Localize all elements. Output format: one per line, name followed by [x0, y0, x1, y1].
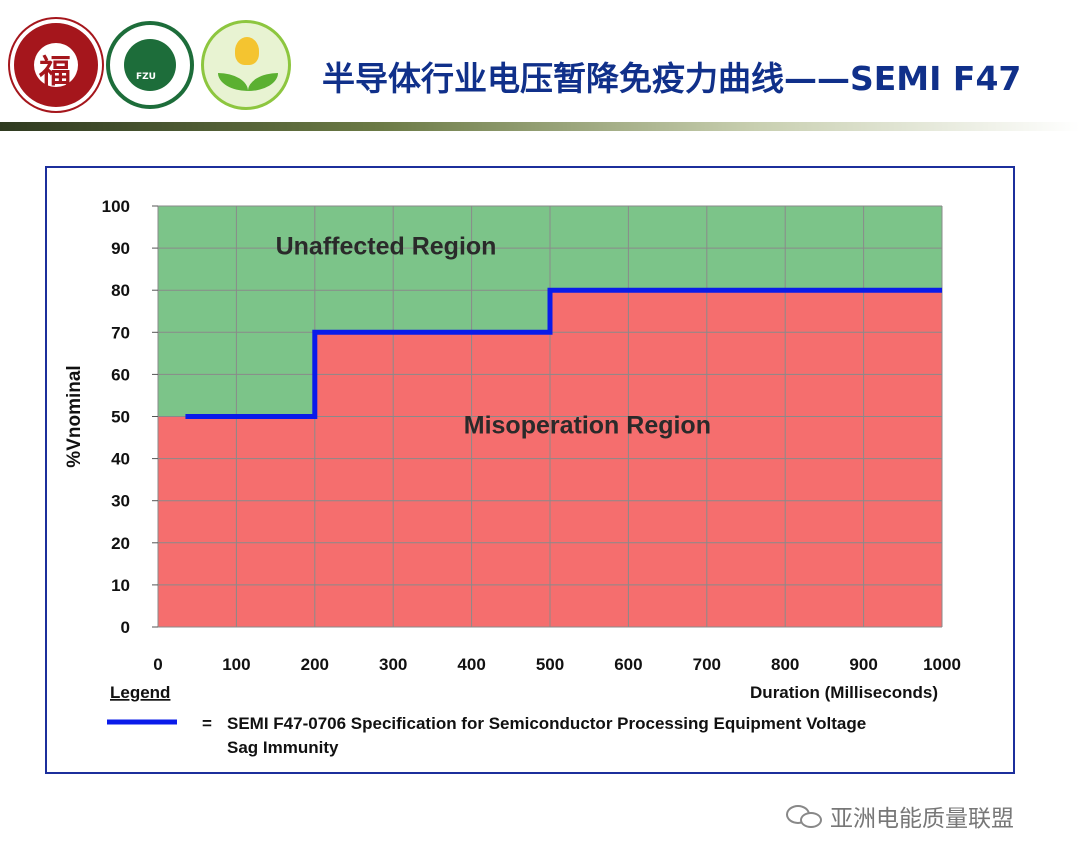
semi-f47-chart: Unaffected Region Misoperation Region 0 10 2… — [64, 197, 961, 757]
fzu-school-logo — [106, 21, 194, 109]
x-tick-label: 500 — [536, 655, 564, 674]
y-tick-label: 10 — [111, 576, 130, 595]
y-axis-label: %Vnominal — [64, 365, 85, 467]
x-tick-label: 800 — [771, 655, 799, 674]
legend-title: Legend — [110, 683, 170, 702]
x-tick-label: 600 — [614, 655, 642, 674]
x-tick-label: 100 — [222, 655, 250, 674]
x-tick-label: 300 — [379, 655, 407, 674]
y-tick-label: 90 — [111, 239, 130, 258]
x-tick-label: 400 — [457, 655, 485, 674]
semi-f47-curve — [185, 287, 942, 419]
misoperation-region-label: Misoperation Region — [464, 411, 711, 439]
header-divider — [0, 122, 1080, 131]
y-tick-label: 100 — [102, 197, 130, 216]
slide-title: 半导体行业电压暂降免疫力曲线——SEMI F47 — [322, 59, 1022, 98]
unaffected-region-label: Unaffected Region — [276, 232, 497, 260]
wechat-icon — [786, 805, 824, 829]
y-tick-label: 80 — [111, 281, 130, 300]
lightbulb-leaf-logo — [201, 20, 291, 110]
y-tick-label: 30 — [111, 492, 130, 511]
legend-text-line2: Sag Immunity — [227, 738, 339, 757]
x-tick-label: 900 — [849, 655, 877, 674]
slide-header: 半导体行业电压暂降免疫力曲线——SEMI F47 — [0, 0, 1080, 135]
x-tick-label: 1000 — [923, 655, 961, 674]
chart-frame: Unaffected Region Misoperation Region 0 10 2… — [45, 166, 1015, 774]
y-tick-label: 0 — [121, 618, 130, 637]
x-tick-label: 700 — [693, 655, 721, 674]
x-tick-label: 0 — [153, 655, 162, 674]
watermark: 亚洲电能质量联盟 — [786, 799, 1014, 833]
y-tick-label: 70 — [111, 323, 130, 342]
y-tick-label: 20 — [111, 534, 130, 553]
y-tick-label: 40 — [111, 450, 130, 469]
x-tick-label: 200 — [301, 655, 329, 674]
legend-text-line1: SEMI F47-0706 Specification for Semicond… — [227, 714, 866, 733]
watermark-text: 亚洲电能质量联盟 — [830, 806, 1014, 832]
legend-equals: = — [202, 714, 212, 733]
y-tick-label: 50 — [111, 408, 130, 427]
x-axis-label: Duration (Milliseconds) — [750, 683, 938, 702]
grid-lines — [157, 205, 943, 628]
y-tick-label: 60 — [111, 365, 130, 384]
fuzhou-university-logo — [10, 19, 102, 111]
